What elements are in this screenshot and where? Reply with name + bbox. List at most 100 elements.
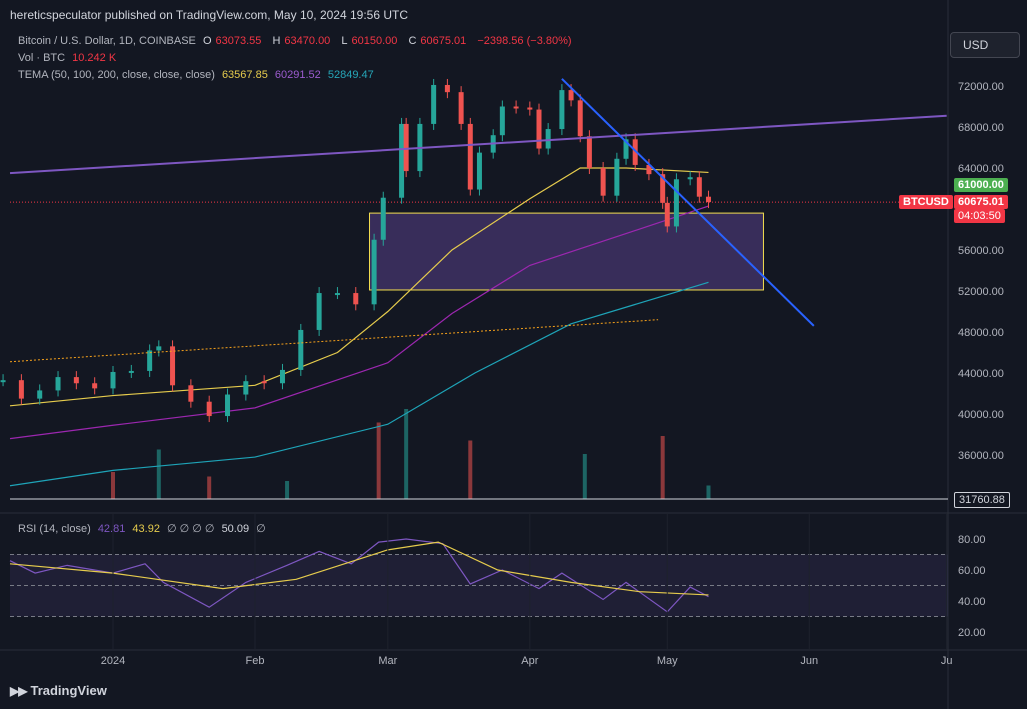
price-tag: 60675.01 (954, 195, 1008, 209)
tradingview-logo-icon: ▶▶ (10, 683, 27, 698)
rsi-value: 42.81 (97, 523, 126, 535)
countdown-tag: 04:03:50 (954, 209, 1005, 223)
publisher-header: hereticspeculator published on TradingVi… (10, 8, 409, 22)
candle-body (568, 90, 574, 101)
ohlc-values: O 63073.55 (202, 35, 262, 47)
volume-value: 10.242 K (72, 52, 117, 64)
change-value: −2398.56 (−3.80%) (477, 35, 572, 47)
blue-trendline (561, 78, 815, 327)
rsi-label[interactable]: RSI (14, close) (18, 523, 91, 535)
price-axis-tick: 68000.00 (958, 122, 1004, 134)
candle-body (705, 196, 711, 203)
candle-body (110, 371, 116, 389)
candle-body (586, 136, 592, 168)
volume-bar (468, 440, 473, 499)
rsi-empty-value: ∅ (256, 523, 266, 535)
rsi-ma-line (9, 541, 709, 596)
price-axis-tick: 72000.00 (958, 81, 1004, 93)
candle-body (600, 168, 606, 196)
volume-line-tag: 31760.88 (954, 492, 1010, 508)
price-tag-green: 61000.00 (954, 178, 1008, 192)
candle-body (298, 329, 304, 370)
candle-body (353, 293, 359, 305)
candle-body (403, 123, 409, 172)
candle-body (623, 139, 629, 159)
rsi-legend: RSI (14, close) 42.81 43.92 ∅ ∅ ∅ ∅ 50.0… (18, 522, 270, 535)
candle-body (660, 174, 666, 203)
candle-body (128, 370, 134, 373)
volume-bar (285, 481, 290, 499)
candle-body (18, 380, 24, 399)
candle-body (371, 239, 377, 305)
candle-body (37, 390, 43, 399)
volume-legend: Vol · BTC 10.242 K (18, 52, 120, 64)
price-axis-tick: 44000.00 (958, 368, 1004, 380)
currency-button[interactable]: USD (950, 32, 1020, 58)
candle-body (499, 106, 505, 136)
candle-body (279, 369, 285, 384)
volume-bar (207, 476, 212, 499)
rsi-axis-tick: 20.00 (958, 627, 986, 639)
candle-body (431, 84, 437, 124)
time-axis-tick: Mar (378, 655, 397, 667)
candle-body (73, 377, 79, 384)
candle-body (664, 202, 670, 227)
candle-body (55, 377, 61, 391)
time-axis-tick: Feb (246, 655, 265, 667)
candle-body (673, 179, 679, 227)
candle-body (261, 381, 267, 384)
rsi-axis-tick: 80.00 (958, 534, 986, 546)
rsi-ma-value: 43.92 (132, 523, 160, 535)
volume-bar (706, 485, 711, 499)
time-axis-tick: Jun (800, 655, 818, 667)
symbol-label[interactable]: Bitcoin / U.S. Dollar, 1D, COINBASE (18, 35, 196, 47)
volume-label: Vol · BTC (18, 52, 66, 64)
price-axis-tick: 64000.00 (958, 163, 1004, 175)
tema-200-line (9, 281, 709, 487)
tema-100-line (9, 205, 709, 440)
price-axis-tick: 48000.00 (958, 327, 1004, 339)
rsi-empty-values: ∅ ∅ ∅ ∅ (167, 523, 215, 535)
rsi-axis-tick: 60.00 (958, 565, 986, 577)
candle-body (536, 109, 542, 149)
footer-brand[interactable]: ▶▶ TradingView (10, 683, 107, 698)
volume-bar (111, 472, 115, 499)
candle-body (467, 123, 473, 190)
candle-body (188, 385, 194, 402)
candle-body (380, 197, 386, 240)
candle-body (243, 381, 249, 395)
candle-body (632, 139, 638, 165)
symbol-tag: BTCUSD (899, 195, 953, 209)
time-axis-tick: Apr (521, 655, 538, 667)
candle-body (687, 177, 693, 180)
volume-bar (582, 454, 587, 499)
candle-body (92, 383, 98, 389)
candle-body (545, 129, 551, 149)
candle-body (527, 107, 533, 110)
candle-body (559, 90, 565, 130)
volume-bar (376, 422, 381, 499)
candle-body (399, 123, 405, 198)
candle-body (476, 152, 482, 190)
demand-zone-box (369, 212, 764, 291)
time-axis-tick: Ju (941, 655, 953, 667)
time-axis-tick: May (657, 655, 678, 667)
time-axis-tick: 2024 (101, 655, 125, 667)
candle-body (156, 346, 162, 351)
rsi-line (9, 538, 709, 613)
orange-trendline (9, 319, 659, 363)
price-axis-tick: 56000.00 (958, 245, 1004, 257)
candle-body (316, 293, 322, 330)
price-axis-tick: 36000.00 (958, 450, 1004, 462)
candle-body (646, 164, 652, 175)
candle-body (513, 106, 519, 109)
candle-body (614, 158, 620, 196)
candle-body (577, 100, 583, 137)
tema-label[interactable]: TEMA (50, 100, 200, close, close, close) (18, 69, 215, 81)
candle-body (444, 84, 450, 93)
volume-bar (156, 449, 161, 499)
volume-bar (404, 409, 409, 499)
candle-body (147, 350, 153, 371)
candle-body (206, 401, 212, 417)
